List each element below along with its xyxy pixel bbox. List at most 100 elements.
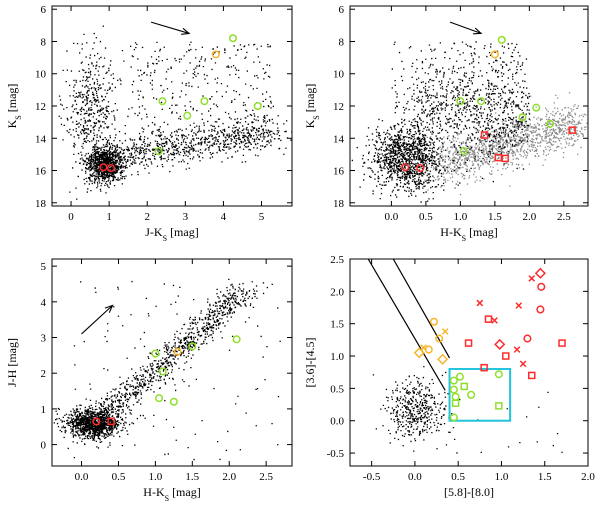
- y-tick-label: 10: [333, 69, 345, 81]
- marker-circle: [497, 35, 506, 44]
- y-tick-label: 16: [333, 166, 345, 178]
- marker-square: [480, 131, 489, 139]
- field-stars: [58, 25, 293, 200]
- marker-square: [107, 417, 115, 426]
- field-stars: [372, 366, 563, 454]
- marker-circle: [455, 372, 464, 381]
- x-tick-label: 1.0: [495, 471, 509, 483]
- y-tick-label: 12: [35, 101, 46, 113]
- marker-circle: [532, 103, 541, 112]
- x-tick-label: 1.5: [185, 471, 199, 483]
- y-tick-label: 16: [35, 166, 47, 178]
- x-axis-label: [5.8]-[8.0]: [444, 485, 494, 499]
- marker-circle: [228, 34, 238, 43]
- marker-circle: [169, 397, 178, 406]
- marker-circle: [99, 163, 108, 172]
- x-tick-label: 0.5: [112, 471, 126, 483]
- marker-circle: [200, 97, 209, 106]
- marker-circle: [490, 50, 499, 59]
- marker-cross: [519, 360, 527, 368]
- x-tick-label: 0.0: [408, 471, 422, 483]
- x-tick-label: 2.5: [259, 471, 273, 483]
- plot-frame: [349, 258, 589, 467]
- x-tick-label: 2.0: [222, 471, 236, 483]
- marker-circle: [158, 97, 167, 106]
- marker-cross: [491, 317, 498, 324]
- y-axis-label: [3.6]-[4.5]: [303, 338, 317, 388]
- marker-circle: [232, 335, 241, 344]
- y-tick-label: 10: [35, 69, 47, 81]
- x-tick-label: 1.0: [149, 471, 163, 483]
- overlay-layer: [99, 21, 262, 173]
- reddening-vector: [150, 21, 190, 34]
- marker-circle: [211, 50, 220, 59]
- y-tick-label: 1.0: [330, 351, 344, 363]
- y-tick-label: 18: [35, 198, 47, 210]
- marker-circle: [518, 113, 527, 122]
- marker-circle: [477, 97, 486, 106]
- reddening-vector-head: [181, 27, 191, 35]
- marker-diamond: [437, 353, 449, 365]
- field-stars: [351, 41, 531, 203]
- marker-circle: [449, 413, 458, 422]
- x-axis-label: H-KS [mag]: [143, 485, 200, 503]
- y-tick-label: 0.5: [330, 383, 344, 395]
- x-tick-label: 0.0: [385, 211, 399, 223]
- x-tick-label: 0: [68, 211, 74, 223]
- marker-circle: [151, 349, 160, 358]
- marker-diamond: [534, 267, 546, 279]
- x-tick-label: 4: [221, 211, 227, 223]
- marker-circle: [546, 119, 555, 128]
- marker-circle: [155, 394, 164, 403]
- x-tick-label: 2: [144, 211, 150, 223]
- marker-circle: [106, 164, 116, 173]
- x-tick-label: 0.5: [451, 471, 465, 483]
- panel-cmd-hk: 0.0 0.5 1.0 1.5 2.0 2.5 6 8 10 12 14 16 18 H-KS [mag]…: [303, 4, 589, 243]
- x-tick-label: 2.5: [557, 211, 571, 223]
- marker-circle: [449, 385, 458, 394]
- marker-square: [464, 339, 473, 347]
- marker-circle: [416, 164, 425, 173]
- x-tick-label: 1.5: [538, 471, 552, 483]
- marker-circle: [523, 334, 532, 343]
- y-tick-label: 0.0: [330, 416, 344, 428]
- y-tick-label: 3: [41, 333, 47, 345]
- boundary-line: [367, 259, 446, 391]
- marker-square: [558, 339, 566, 347]
- x-tick-label: 3: [183, 211, 189, 223]
- marker-square: [495, 402, 503, 410]
- y-tick-label: 6: [339, 4, 345, 16]
- x-tick-label: 2.0: [522, 211, 536, 223]
- reddening-vector-head: [473, 27, 483, 35]
- y-tick-label: 8: [41, 36, 47, 48]
- y-tick-label: 14: [333, 133, 345, 145]
- y-axis-label: KS [mag]: [5, 84, 23, 129]
- x-tick-label: 5: [259, 211, 265, 223]
- y-axis-label: KS [mag]: [303, 84, 321, 129]
- marker-square: [494, 153, 503, 162]
- marker-square: [527, 371, 536, 380]
- reddening-vector-head: [104, 304, 114, 313]
- y-tick-label: 2.5: [330, 254, 344, 266]
- y-axis-label: J-H [mag]: [5, 338, 19, 387]
- marker-cross: [420, 344, 427, 351]
- marker-cross: [513, 346, 521, 353]
- marker-circle: [435, 334, 444, 343]
- x-axis-label: J-KS [mag]: [145, 225, 198, 243]
- marker-diamond: [413, 347, 425, 359]
- marker-square: [480, 363, 488, 372]
- marker-circle: [537, 282, 546, 291]
- marker-circle: [494, 370, 503, 379]
- overlay-layer: [367, 259, 566, 422]
- y-tick-label: 6: [41, 4, 47, 16]
- field-stars: [419, 92, 588, 203]
- marker-circle: [536, 305, 545, 314]
- marker-square: [501, 154, 509, 163]
- x-axis-label: H-KS [mag]: [440, 225, 497, 243]
- x-tick-label: 1.0: [454, 211, 468, 223]
- marker-circle: [253, 101, 262, 111]
- overlay-layer: [81, 304, 241, 426]
- y-tick-label: -0.5: [327, 448, 345, 460]
- overlay-layer: [401, 21, 576, 173]
- plot-frame: [51, 258, 293, 467]
